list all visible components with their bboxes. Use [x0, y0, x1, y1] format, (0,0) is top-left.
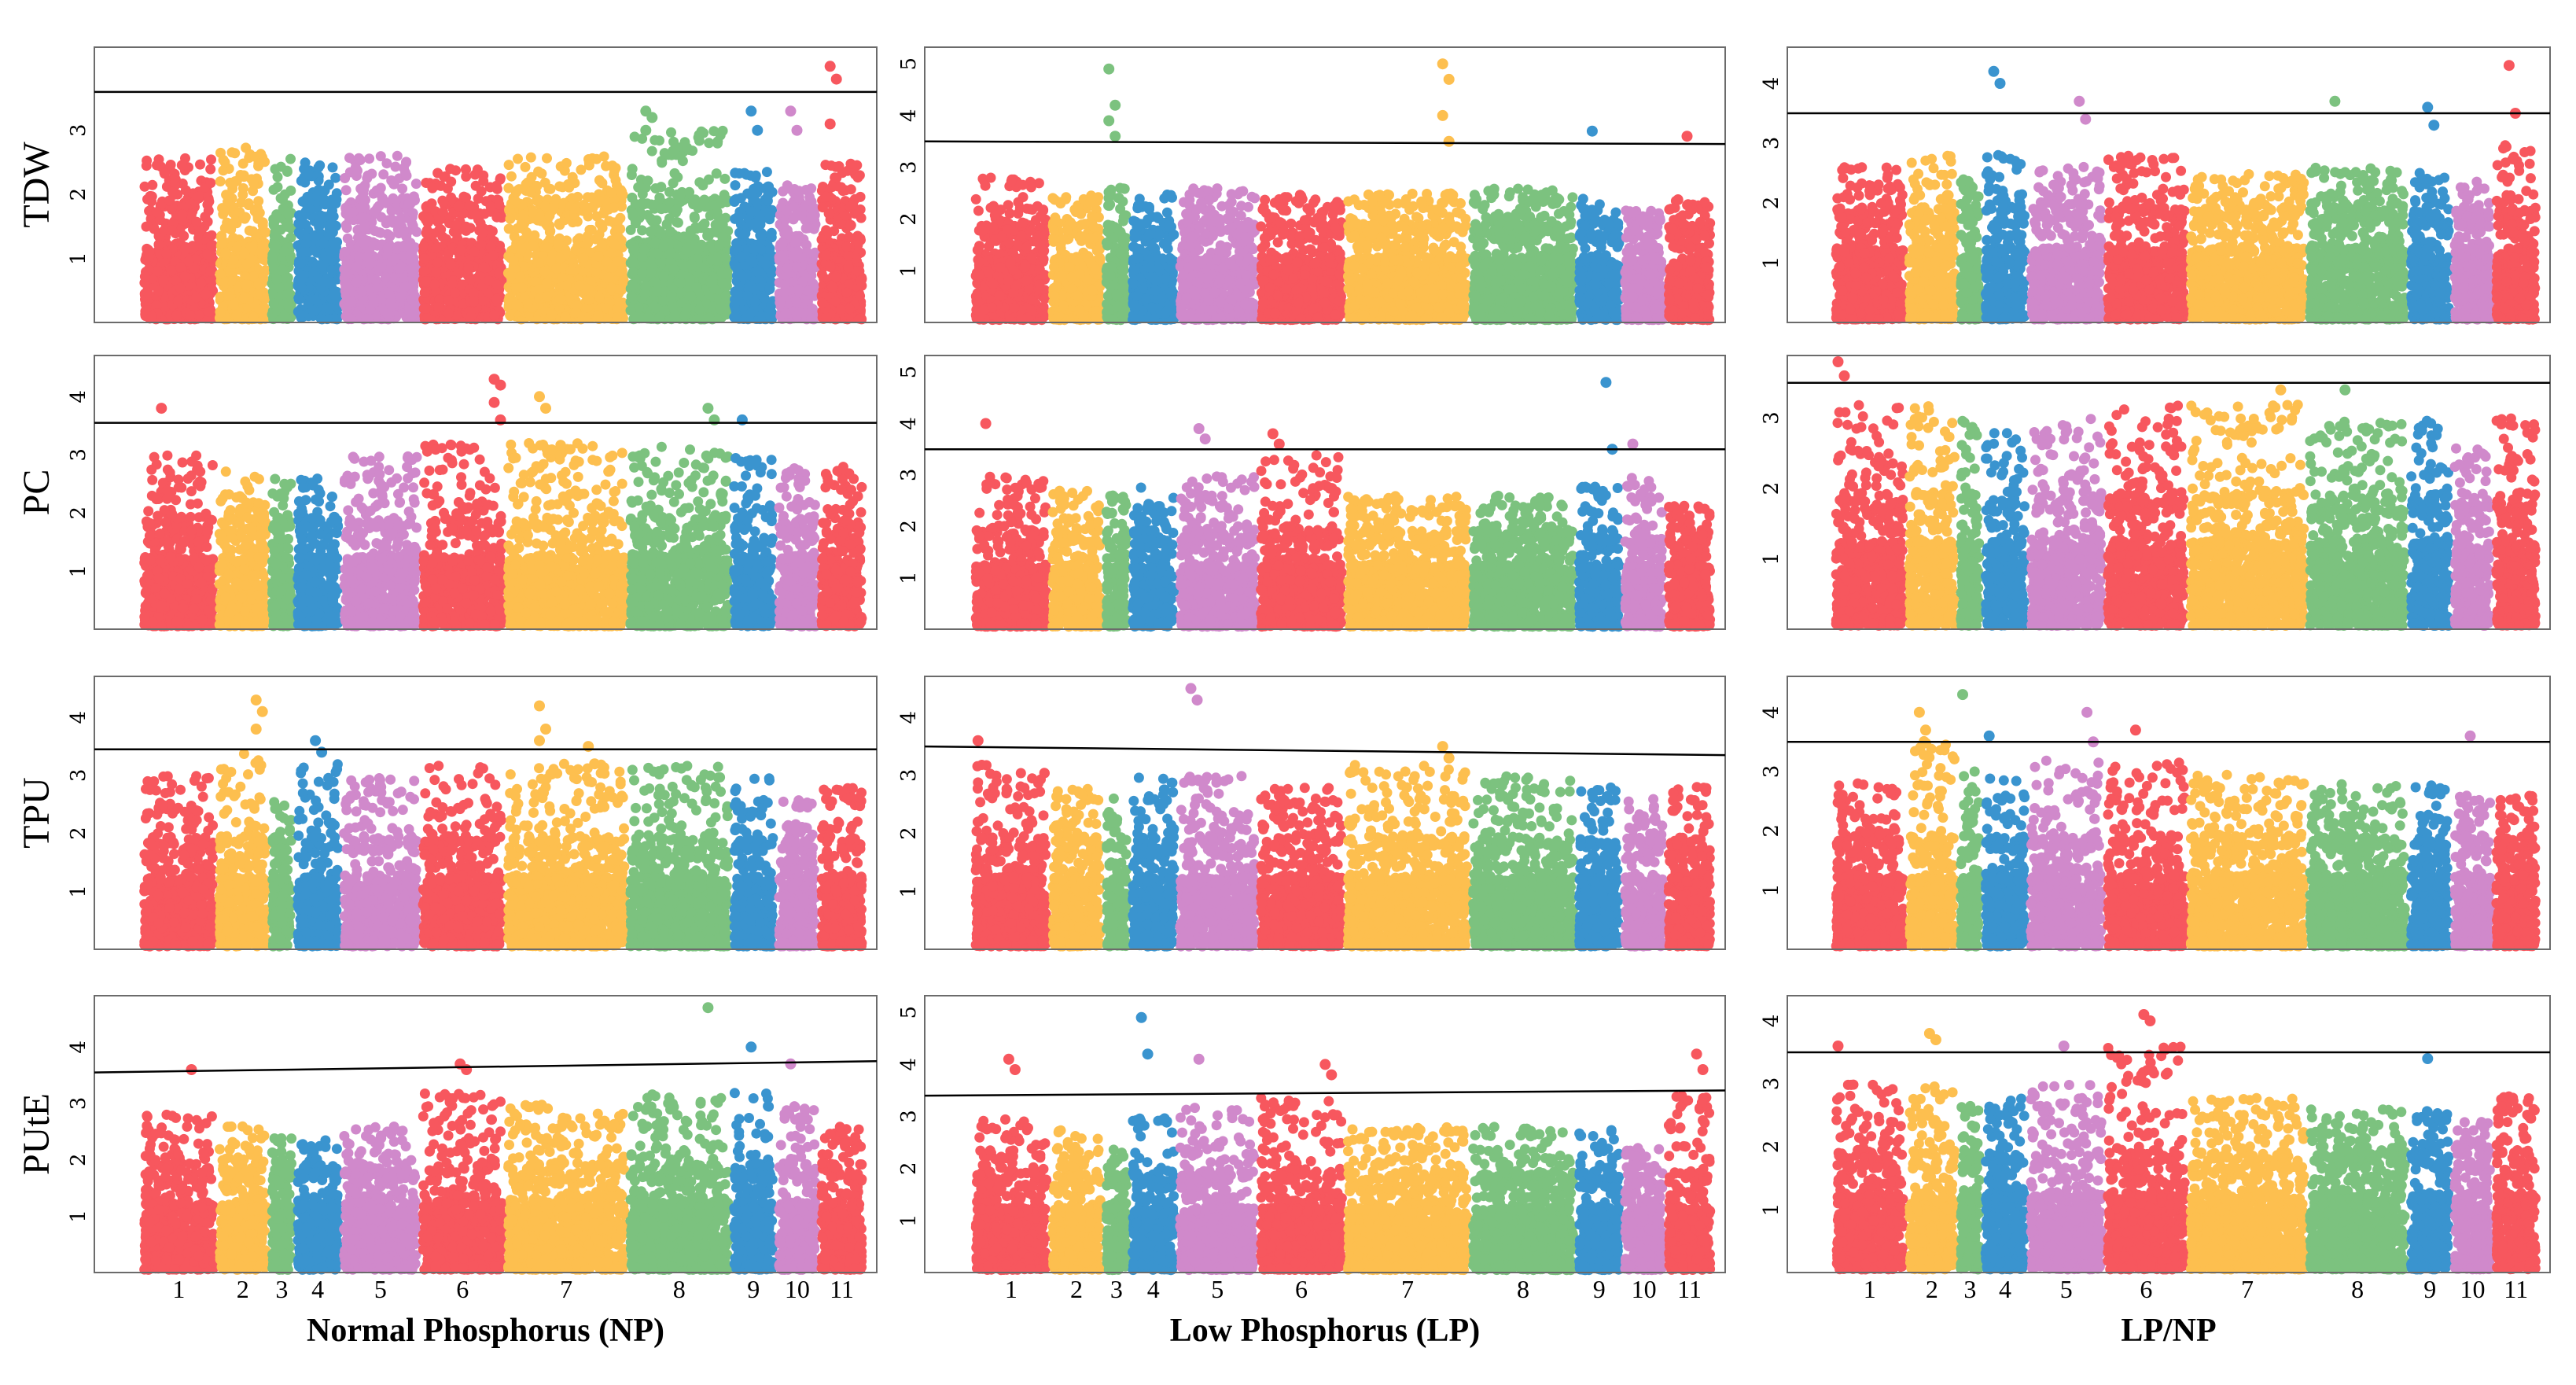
snp-point: [200, 212, 210, 222]
snp-point: [160, 168, 170, 179]
snp-point: [201, 289, 211, 300]
snp-point: [230, 148, 240, 158]
snp-point: [218, 165, 228, 175]
snp-point: [195, 160, 205, 170]
snp-point: [229, 300, 239, 310]
manhattan-figure: 123TDW1234512341234PC123451231234TPU1234…: [0, 0, 2576, 1385]
snp-point: [240, 214, 250, 224]
snp-point: [223, 291, 234, 301]
snp-point: [152, 207, 162, 217]
snp-point: [161, 249, 171, 259]
snp-point: [186, 210, 197, 220]
snp-point: [177, 160, 187, 171]
snp-point: [154, 239, 164, 249]
snp-point: [185, 310, 195, 320]
snp-point: [167, 226, 178, 236]
snp-point: [175, 263, 186, 273]
snp-point: [253, 196, 263, 206]
snp-point: [215, 176, 226, 186]
snp-point: [158, 275, 168, 285]
snp-point: [248, 179, 259, 189]
snp-point: [231, 311, 241, 321]
snp-point: [147, 311, 157, 322]
snp-point: [219, 205, 230, 215]
snp-point: [221, 249, 231, 259]
snp-point: [180, 271, 190, 282]
snp-point: [144, 252, 154, 262]
snp-point: [229, 255, 239, 265]
snp-point: [237, 190, 248, 200]
snp-point: [145, 191, 156, 201]
snp-point: [205, 164, 215, 175]
snp-point: [140, 182, 150, 192]
snp-point: [240, 249, 250, 259]
snp-point: [241, 279, 252, 289]
snp-point: [252, 211, 263, 221]
snp-point: [204, 307, 214, 317]
snp-point: [149, 224, 160, 234]
snp-point: [228, 218, 238, 228]
snp-point: [167, 265, 177, 275]
snp-point: [257, 248, 267, 258]
snp-point: [173, 296, 183, 306]
snp-point: [239, 293, 249, 303]
snp-point: [260, 227, 270, 238]
snp-point: [215, 148, 226, 158]
snp-point: [140, 271, 150, 282]
snp-point: [204, 197, 214, 207]
snp-point: [206, 154, 216, 164]
snp-point: [215, 308, 226, 318]
snp-point: [171, 311, 182, 321]
snp-point: [191, 293, 201, 303]
snp-point: [202, 249, 212, 260]
snp-point: [205, 178, 215, 188]
snp-point: [217, 238, 227, 249]
snp-point: [194, 226, 204, 236]
snp-point: [178, 209, 188, 219]
snp-point: [242, 259, 252, 269]
snp-point: [253, 159, 263, 169]
snp-point: [196, 278, 206, 289]
snp-point: [253, 278, 263, 289]
snp-point: [153, 285, 164, 296]
snp-point: [248, 312, 259, 322]
snp-point: [193, 191, 204, 201]
snp-point: [167, 187, 178, 197]
snp-point: [215, 269, 225, 279]
snp-point: [175, 283, 186, 293]
snp-point: [188, 242, 198, 252]
snp-point: [184, 256, 194, 267]
snp-point: [170, 173, 180, 183]
snp-point: [206, 241, 216, 251]
snp-point: [205, 266, 215, 276]
snp-point: [142, 156, 152, 166]
snp-point: [153, 266, 163, 276]
